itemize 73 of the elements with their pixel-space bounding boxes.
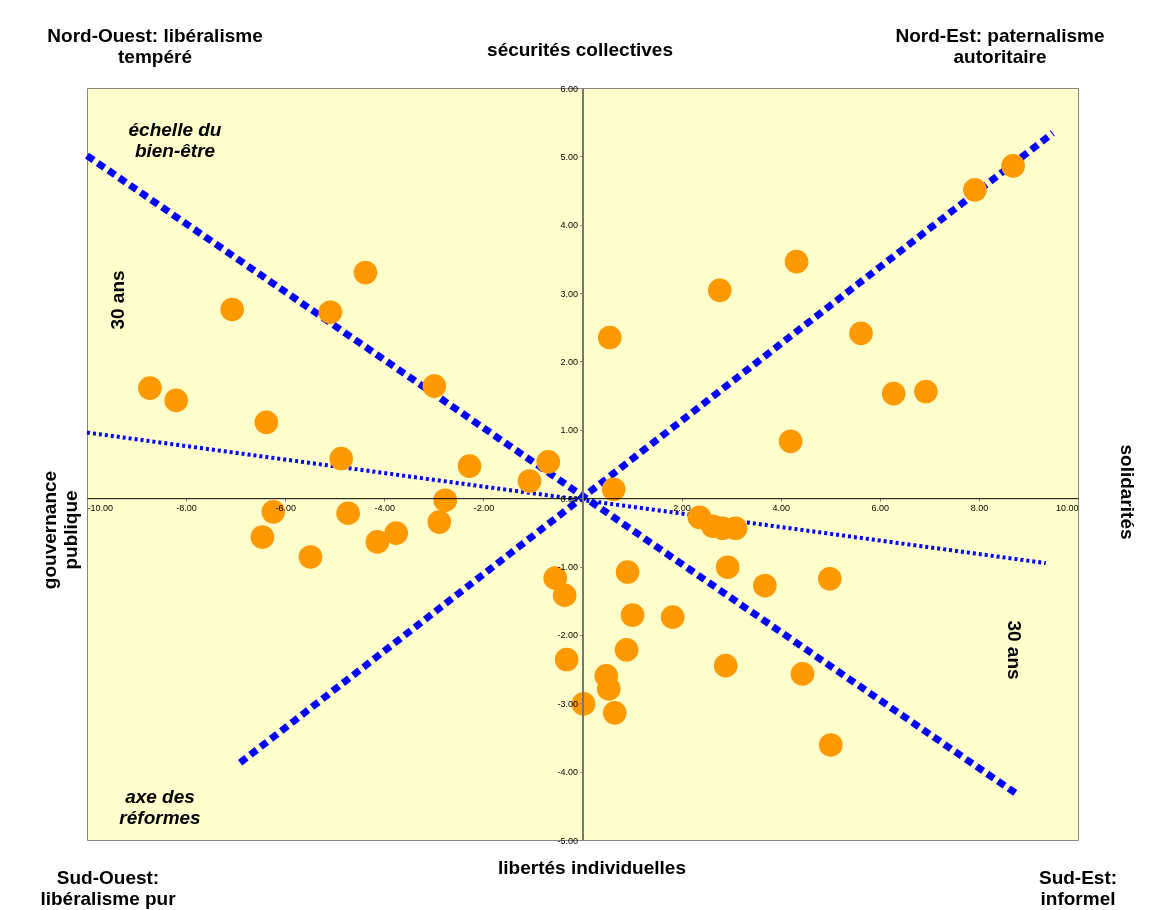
point xyxy=(138,376,162,400)
text: Sud-Est: informel xyxy=(1038,867,1118,909)
point xyxy=(336,501,360,526)
annotation: échelle du bien-être xyxy=(128,119,222,161)
point xyxy=(715,555,740,580)
point xyxy=(517,469,542,493)
y-tick-label: 4.00 xyxy=(560,220,578,231)
x-axis-title: libertés individuelles xyxy=(498,857,686,878)
x-tick-label: 2.00 xyxy=(673,502,691,513)
y-tick-label: 5.00 xyxy=(560,151,578,162)
point xyxy=(318,300,343,325)
text: solidarités xyxy=(1117,444,1138,540)
annotation: axe des réformes xyxy=(119,786,201,828)
point xyxy=(753,573,777,598)
point xyxy=(597,325,622,350)
point xyxy=(1001,154,1025,178)
point xyxy=(849,321,873,346)
x-tick-label: -4.00 xyxy=(374,502,396,513)
point xyxy=(914,379,938,404)
point xyxy=(536,450,561,474)
point xyxy=(614,638,639,662)
y-tick-label: -5.00 xyxy=(557,835,578,846)
point xyxy=(457,454,482,478)
point xyxy=(881,381,906,406)
annotation: 30 ans xyxy=(107,270,128,330)
annotation: 30 ans xyxy=(1004,620,1025,680)
point xyxy=(620,603,645,627)
x-tick-label: -8.00 xyxy=(176,502,197,513)
point xyxy=(778,429,803,454)
x-tick-label: 10.00 xyxy=(1055,502,1079,513)
point xyxy=(164,388,189,413)
y-tick-label: -1.00 xyxy=(557,562,578,573)
point xyxy=(660,605,685,629)
point xyxy=(601,477,626,502)
point xyxy=(298,545,323,569)
y-tick-label: -2.00 xyxy=(557,630,578,641)
y-tick-label: 2.00 xyxy=(560,356,578,367)
point xyxy=(707,278,732,303)
point xyxy=(422,374,447,398)
y-tick-label: 6.00 xyxy=(560,83,578,94)
point xyxy=(784,249,809,274)
point xyxy=(250,525,275,549)
text: Nord-Est: paternalisme autoritaire xyxy=(895,25,1105,67)
point xyxy=(220,297,245,322)
chart-title: sécurités collectives xyxy=(487,39,673,60)
y-tick-label: -4.00 xyxy=(557,767,578,778)
y-axis-title: gouvernance publique xyxy=(39,470,81,590)
point xyxy=(427,510,452,534)
point xyxy=(790,662,815,686)
point xyxy=(329,446,354,471)
point xyxy=(818,733,843,757)
point xyxy=(365,530,390,554)
point xyxy=(963,178,987,202)
text: Sud-Ouest: libéralisme pur xyxy=(40,867,177,909)
point xyxy=(254,410,279,435)
point xyxy=(596,677,621,701)
point xyxy=(554,647,579,672)
text: Nord-Ouest: libéralisme tempéré xyxy=(47,25,263,67)
y-tick-label: 1.00 xyxy=(560,425,578,436)
point xyxy=(433,488,458,513)
x-tick-label: 6.00 xyxy=(871,502,890,513)
x-tick-label: 8.00 xyxy=(970,502,989,513)
y-tick-label: 3.00 xyxy=(560,288,578,299)
point xyxy=(713,653,738,678)
x-tick-label: 4.00 xyxy=(772,502,790,513)
point xyxy=(602,701,627,725)
point xyxy=(615,560,640,584)
point xyxy=(817,567,842,591)
point xyxy=(353,260,378,285)
x-tick-label: -10.00 xyxy=(87,502,114,513)
point xyxy=(384,521,409,545)
point xyxy=(552,583,577,608)
x-tick-label: -2.00 xyxy=(473,502,495,513)
